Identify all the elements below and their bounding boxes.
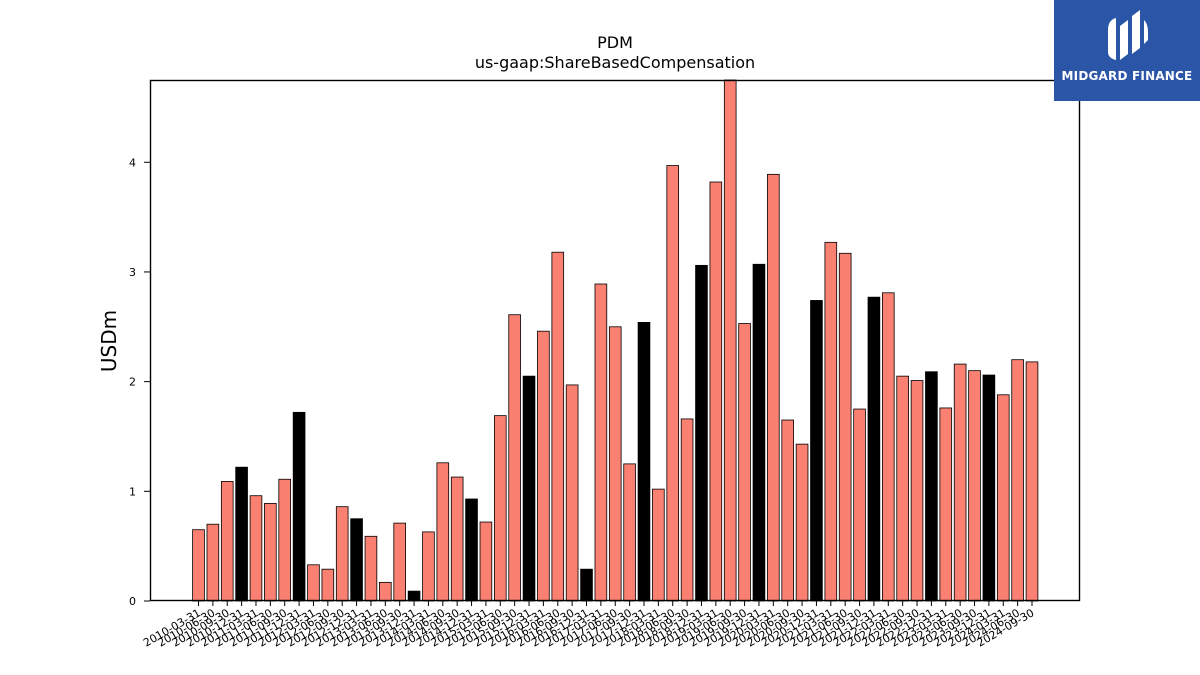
bar-2019-12-31 xyxy=(752,263,766,602)
bar-2021-12-31 xyxy=(867,296,881,602)
bar-2020-12-31 xyxy=(810,300,823,602)
y-tick-label: 4 xyxy=(129,156,136,169)
bar-2021-06-30 xyxy=(838,252,852,602)
bar-2019-09-30 xyxy=(738,323,751,602)
bars-layer xyxy=(192,79,1039,602)
bar-2016-03-31 xyxy=(537,330,550,602)
bar-2010-09-30 xyxy=(220,481,234,602)
bar-2015-12-31 xyxy=(522,375,536,602)
bar-2013-12-31 xyxy=(407,590,421,602)
y-tick-label: 1 xyxy=(129,485,136,498)
bar-2011-03-31 xyxy=(249,495,263,602)
bar-2020-03-31 xyxy=(767,173,780,602)
bar-2011-09-30 xyxy=(278,478,292,602)
bar-2012-12-31 xyxy=(350,518,363,602)
bar-2017-06-30 xyxy=(608,326,622,602)
bar-2023-06-30 xyxy=(953,363,967,602)
bar-2010-06-30 xyxy=(206,523,220,602)
y-axis-label: USDm xyxy=(97,310,121,372)
bar-2016-09-30 xyxy=(565,384,579,602)
bar-2021-03-31 xyxy=(824,241,838,602)
brand-logo: MIDGARD FINANCE xyxy=(1054,0,1200,101)
y-tick-label: 2 xyxy=(129,376,136,389)
bar-2012-06-30 xyxy=(321,568,335,602)
bar-2011-06-30 xyxy=(264,502,277,602)
bar-2014-06-30 xyxy=(436,462,450,602)
bar-2015-03-31 xyxy=(479,521,493,602)
x-axis: 2010-03-312010-06-302010-09-302010-12-31… xyxy=(141,601,1037,650)
bar-2020-06-30 xyxy=(781,419,794,602)
bar-2013-09-30 xyxy=(393,522,406,602)
bar-2018-06-30 xyxy=(666,165,680,602)
bar-2016-06-30 xyxy=(551,251,565,602)
bar-2021-09-30 xyxy=(853,408,866,602)
bar-2013-06-30 xyxy=(379,581,392,602)
plot-frame xyxy=(149,79,1081,602)
bar-2018-09-30 xyxy=(680,418,694,602)
bar-2019-06-30 xyxy=(723,79,737,602)
chart-title: PDM xyxy=(597,33,633,52)
bar-2016-12-31 xyxy=(580,568,593,602)
bar-2019-03-31 xyxy=(709,181,723,602)
bar-2012-09-30 xyxy=(335,506,349,602)
bar-2017-03-31 xyxy=(594,283,608,602)
bar-2024-06-30 xyxy=(1011,359,1024,602)
bar-2017-09-30 xyxy=(623,463,636,602)
bar-2020-09-30 xyxy=(795,443,809,602)
y-axis: 0 1 2 3 4 xyxy=(129,156,150,608)
bar-2023-03-31 xyxy=(939,407,953,602)
bar-2010-12-31 xyxy=(235,466,248,602)
bar-2024-03-31 xyxy=(996,394,1010,602)
bar-2014-03-31 xyxy=(422,531,435,602)
bar-2018-12-31 xyxy=(695,264,708,602)
bar-2024-09-30 xyxy=(1025,361,1039,602)
bar-2023-09-30 xyxy=(968,370,981,602)
brand-name: MIDGARD FINANCE xyxy=(1061,69,1193,83)
bar-2012-03-31 xyxy=(307,564,320,602)
bar-2022-03-31 xyxy=(882,292,895,602)
bar-2022-12-31 xyxy=(925,371,938,602)
y-tick-label: 3 xyxy=(129,266,136,279)
bar-2022-06-30 xyxy=(896,375,909,602)
bar-2017-12-31 xyxy=(637,321,651,602)
bar-2014-12-31 xyxy=(465,498,478,602)
bar-2015-06-30 xyxy=(493,415,507,602)
bar-2022-09-30 xyxy=(910,380,924,602)
bar-2013-03-31 xyxy=(364,535,378,602)
brand-mark-icon xyxy=(1108,10,1148,60)
bar-2010-03-31 xyxy=(192,529,205,602)
bar-2014-09-30 xyxy=(450,476,464,602)
bar-2011-12-31 xyxy=(292,411,306,602)
bar-2015-09-30 xyxy=(508,314,521,602)
y-tick-label: 0 xyxy=(129,595,136,608)
bar-2023-12-31 xyxy=(982,374,996,602)
chart-subtitle: us-gaap:ShareBasedCompensation xyxy=(474,53,756,72)
bar-2018-03-31 xyxy=(652,488,665,602)
